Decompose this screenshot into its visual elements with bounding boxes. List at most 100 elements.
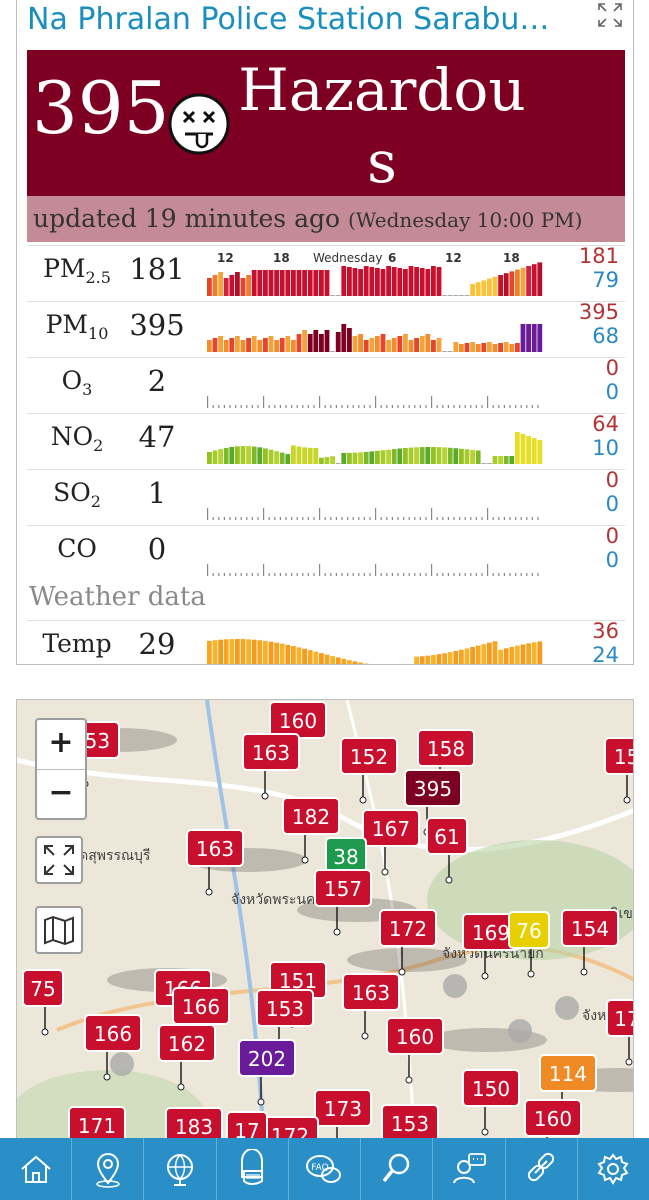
nav-button-globe[interactable] — [143, 1138, 215, 1200]
aqi-station-marker[interactable]: 75 — [22, 969, 64, 1036]
marker-pin-dot — [481, 1128, 489, 1136]
weather-row[interactable]: Temp 29 36 24 — [27, 619, 625, 665]
aqi-banner: 395 Hazardous — [27, 50, 625, 196]
history-bar — [503, 342, 509, 352]
fullscreen-button[interactable] — [35, 836, 83, 884]
pollutant-row[interactable]: SO2 1 0 0 — [27, 468, 625, 525]
marker-value: 182 — [292, 805, 330, 829]
temp-bar — [212, 640, 218, 664]
expand-icon[interactable] — [597, 2, 623, 28]
history-bar — [212, 338, 218, 352]
aqi-station-marker[interactable]: 163 — [342, 973, 400, 1040]
marker-box — [314, 1089, 372, 1127]
temp-bar — [369, 664, 374, 665]
map-canvas[interactable]: จังหวัดสุพรรณบุรีจังหวัดพระนครศรีจังหวัด… — [17, 700, 634, 1200]
aqi-map[interactable]: จังหวัดสุพรรณบุรี จังหวัดพระนครศรี จังหวัด… — [16, 699, 634, 1200]
history-bar — [291, 270, 296, 296]
history-bar — [515, 343, 520, 352]
history-bar — [335, 405, 337, 408]
aqi-station-marker[interactable]: 160 — [386, 1017, 444, 1084]
aqi-station-marker[interactable]: 17 — [606, 999, 634, 1066]
temp-bar — [498, 649, 503, 664]
pollutant-row[interactable]: CO 0 0 0 — [27, 524, 625, 581]
aqi-station-marker[interactable]: 163 — [186, 829, 244, 896]
nav-button-location-pin[interactable] — [71, 1138, 143, 1200]
map-offline-marker[interactable] — [555, 996, 579, 1020]
aqi-station-marker[interactable]: 169 — [462, 913, 520, 980]
aqi-station-marker[interactable]: 150 — [604, 737, 634, 804]
pollutant-row[interactable]: PM2.5 181 181 79 12 18 Wednesday 6 12 18 — [27, 244, 625, 301]
history-bar — [207, 564, 209, 576]
aqi-station-marker[interactable]: 152 — [340, 737, 398, 804]
nav-button-search[interactable] — [360, 1138, 432, 1200]
aqi-station-marker[interactable]: 182 — [282, 797, 340, 864]
pollutant-row[interactable]: PM10 395 395 68 — [27, 300, 625, 357]
aqi-station-marker[interactable]: 163 — [242, 733, 300, 800]
pollutant-row[interactable]: NO2 47 64 10 — [27, 412, 625, 469]
weather-value: 29 — [138, 627, 176, 661]
marker-value: 114 — [549, 1062, 587, 1086]
history-bar — [240, 340, 246, 352]
history-bar — [363, 451, 369, 464]
aqi-station-marker[interactable]: 154 — [561, 909, 619, 976]
pollutant-min: 68 — [592, 324, 619, 348]
pollutant-symbol: PM — [45, 310, 89, 339]
history-bar — [335, 463, 341, 464]
map-offline-marker[interactable] — [443, 974, 467, 998]
map-offline-marker[interactable] — [110, 1052, 134, 1076]
history-bar — [319, 457, 324, 464]
temp-bar — [470, 647, 475, 664]
nav-button-mask[interactable] — [215, 1138, 288, 1200]
map-offline-marker[interactable] — [508, 1019, 532, 1043]
map-layers-button[interactable] — [35, 906, 83, 954]
history-bar — [319, 564, 321, 576]
aqi-station-marker[interactable]: 61 — [426, 817, 468, 884]
history-bar — [464, 405, 466, 408]
timeline-label: 6 — [388, 251, 396, 265]
marker-value: 152 — [350, 745, 388, 769]
history-bar — [436, 267, 442, 296]
aqi-station-marker[interactable]: 153 — [256, 989, 314, 1056]
aqi-station-marker[interactable]: 172 — [379, 909, 437, 976]
marker-value: 172 — [389, 917, 427, 941]
nav-button-gear[interactable] — [576, 1138, 649, 1200]
aqi-station-marker[interactable]: 166 — [172, 987, 230, 1054]
aqi-station-marker[interactable]: 157 — [314, 869, 372, 936]
support-agent-icon — [452, 1153, 486, 1184]
pollutant-max: 0 — [605, 356, 619, 380]
aqi-station-marker[interactable]: 76 — [508, 911, 550, 978]
history-bar — [419, 447, 425, 464]
aqi-station-marker[interactable]: 162 — [158, 1024, 216, 1091]
marker-pin-dot — [445, 876, 453, 884]
aqi-station-marker[interactable]: 166 — [84, 1014, 142, 1081]
nav-button-home[interactable] — [0, 1138, 71, 1200]
nav-button-link[interactable] — [504, 1138, 577, 1200]
timeline-label: 18 — [273, 251, 290, 265]
history-bar — [279, 338, 285, 352]
marker-value: 160 — [534, 1107, 572, 1131]
zoom-in-button[interactable]: + — [37, 720, 85, 770]
aqi-station-marker[interactable]: 158 — [417, 729, 475, 796]
temp-bar — [341, 658, 347, 664]
pollutant-row[interactable]: O3 2 0 0 — [27, 356, 625, 413]
aqi-station-marker[interactable]: 202 — [238, 1039, 296, 1106]
faq-icon: FAQ — [306, 1155, 342, 1183]
history-bar — [503, 517, 505, 520]
history-bar — [240, 278, 246, 296]
nav-button-support-agent[interactable] — [432, 1138, 504, 1200]
aqi-station-marker[interactable]: 167 — [362, 809, 420, 876]
history-bar — [207, 278, 212, 296]
temp-bar — [414, 656, 419, 664]
temp-bar — [235, 639, 240, 664]
history-bar — [431, 564, 433, 576]
aqi-station-marker[interactable]: 173 — [314, 1089, 372, 1156]
zoom-out-button[interactable]: − — [48, 775, 74, 810]
nav-button-faq[interactable]: FAQ — [287, 1138, 360, 1200]
history-bar — [431, 396, 433, 408]
history-bar — [251, 573, 253, 576]
history-bar — [291, 573, 293, 576]
aqi-station-marker[interactable]: 150 — [462, 1069, 520, 1136]
history-bar — [212, 573, 214, 576]
station-name[interactable]: Na Phralan Police Station Sarabu… — [27, 2, 550, 37]
pollutant-value: 181 — [129, 252, 185, 286]
